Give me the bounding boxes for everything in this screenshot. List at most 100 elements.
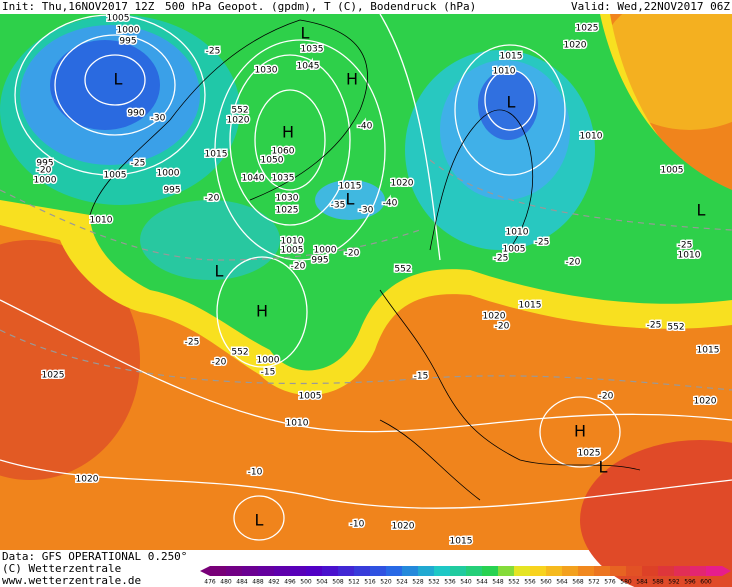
- pressure-center: L: [599, 458, 608, 477]
- contour-label: 1025: [276, 206, 299, 216]
- contour-label: 1010: [506, 228, 529, 238]
- contour-label: 1020: [76, 475, 99, 485]
- contour-label: 1020: [227, 116, 250, 126]
- contour-label: 1050: [261, 156, 284, 166]
- footer-line: (C) Wetterzentrale: [2, 562, 121, 575]
- pressure-center: H: [574, 422, 586, 441]
- contour-label: 1020: [392, 522, 415, 532]
- colorbar-label: 540: [460, 579, 472, 586]
- contour-label: -20: [291, 262, 306, 272]
- colorbar-label: 564: [556, 579, 568, 586]
- contour-label: -40: [358, 122, 373, 132]
- contour-label: -25: [647, 321, 662, 331]
- pressure-center: H: [346, 70, 358, 89]
- colorbar-swatch: [386, 566, 403, 576]
- colorbar-label: 568: [572, 579, 584, 586]
- colorbar-label: 548: [492, 579, 504, 586]
- contour-label: -25: [494, 254, 509, 264]
- colorbar-swatch: [546, 566, 563, 576]
- colorbar-label: 492: [268, 579, 280, 586]
- colorbar-label: 488: [252, 579, 264, 586]
- colorbar-swatch: [690, 566, 707, 576]
- pressure-center: H: [256, 302, 268, 321]
- contour-label: 1015: [500, 52, 523, 62]
- colorbar-label: 524: [396, 579, 408, 586]
- contour-label: -30: [151, 114, 166, 124]
- colorbar-label: 512: [348, 579, 360, 586]
- colorbar-swatch: [466, 566, 483, 576]
- map-title: 500 hPa Geopot. (gpdm), T (C), Bodendruc…: [165, 0, 476, 13]
- colorbar-label: 600: [700, 579, 712, 586]
- colorbar-label: 592: [668, 579, 680, 586]
- contour-label: 1030: [255, 66, 278, 76]
- colorbar-swatch: [610, 566, 627, 576]
- contour-label: 1025: [42, 371, 65, 381]
- contour-label: -20: [495, 322, 510, 332]
- colorbar-swatch: [354, 566, 371, 576]
- contour-label: 1010: [90, 216, 113, 226]
- colorbar-swatch: [514, 566, 531, 576]
- colorbar-label: 500: [300, 579, 312, 586]
- colorbar-label: 508: [332, 579, 344, 586]
- colorbar-label: 520: [380, 579, 392, 586]
- contour-label: -20: [37, 166, 52, 176]
- colorbar-swatch: [562, 566, 579, 576]
- colorbar-swatch: [674, 566, 691, 576]
- contour-label: 1010: [580, 132, 603, 142]
- contour-label: 1025: [576, 24, 599, 34]
- colorbar-swatch: [210, 566, 227, 576]
- warm-area: [0, 240, 140, 480]
- contour-label: 1020: [694, 397, 717, 407]
- contour-label: -25: [206, 47, 221, 57]
- contour-label: 1000: [314, 246, 337, 256]
- contour-label: 552: [231, 348, 248, 358]
- contour-label: 1000: [257, 356, 280, 366]
- contour-label: -15: [414, 372, 429, 382]
- colorbar-label: 576: [604, 579, 616, 586]
- colorbar-label: 552: [508, 579, 520, 586]
- colorbar-swatch: [626, 566, 643, 576]
- colorbar-label: 572: [588, 579, 600, 586]
- colorbar-label: 484: [236, 579, 248, 586]
- pressure-center: L: [255, 511, 264, 530]
- pressure-center: L: [507, 93, 516, 112]
- contour-label: 1045: [297, 62, 320, 72]
- isobars: [0, 13, 732, 541]
- colorbar-arrow: [200, 566, 210, 576]
- colorbar-swatch: [706, 566, 723, 576]
- contour-label: 1005: [107, 14, 130, 24]
- contour-label: 1000: [157, 169, 180, 179]
- colorbar: 476 480 484 488 492 496 500 504 508 512 516 520 524 5…: [200, 566, 731, 586]
- contour-label: -25: [535, 238, 550, 248]
- contour-label: 1020: [564, 41, 587, 51]
- contour-label: 995: [311, 256, 328, 266]
- contour-label: 1030: [276, 194, 299, 204]
- colorbar-label: 480: [220, 579, 232, 586]
- colorbar-arrow: [722, 566, 731, 576]
- colorbar-label: 536: [444, 579, 456, 586]
- contour-label: -20: [345, 249, 360, 259]
- contour-label: 1015: [450, 537, 473, 547]
- contour-label: -25: [185, 338, 200, 348]
- colorbar-swatch: [290, 566, 307, 576]
- colorbar-label: 556: [524, 579, 536, 586]
- contour-label: -20: [566, 258, 581, 268]
- contour-label: 990: [127, 109, 144, 119]
- colorbar-label: 580: [620, 579, 632, 586]
- colorbar-swatch: [402, 566, 419, 576]
- contour-label: 1020: [391, 179, 414, 189]
- colorbar-label: 528: [412, 579, 424, 586]
- colorbar-label: 584: [636, 579, 648, 586]
- colorbar-swatch: [322, 566, 339, 576]
- colorbar-label: 532: [428, 579, 440, 586]
- valid-time: Valid: Wed,22NOV2017 06Z: [571, 0, 730, 13]
- footer-line: Data: GFS OPERATIONAL 0.250°: [2, 550, 187, 563]
- colorbar-label: 496: [284, 579, 296, 586]
- colorbar-swatch: [594, 566, 611, 576]
- contour-label: 995: [119, 37, 136, 47]
- colorbar-swatch: [418, 566, 435, 576]
- colorbar-swatch: [434, 566, 451, 576]
- colorbar-swatch: [530, 566, 547, 576]
